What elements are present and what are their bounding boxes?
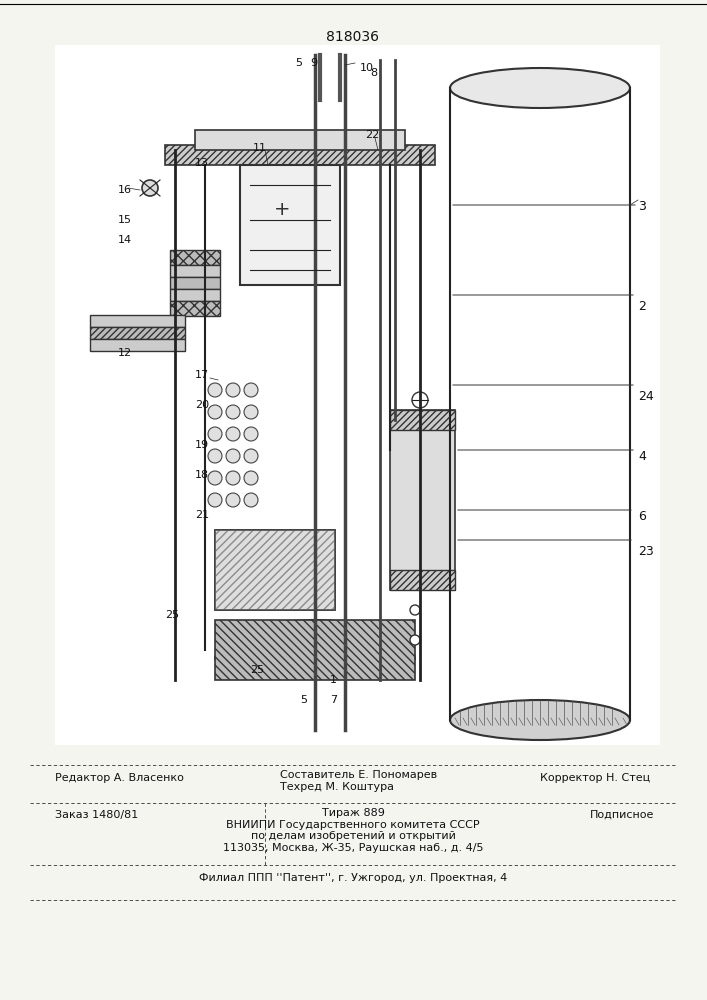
Text: 24: 24 (638, 390, 654, 403)
Text: 3: 3 (638, 200, 646, 213)
Bar (195, 130, 405, 150)
Text: 13: 13 (195, 158, 209, 168)
Circle shape (226, 449, 240, 463)
Text: Корректор Н. Стец: Корректор Н. Стец (540, 773, 650, 783)
Text: 20: 20 (195, 400, 209, 410)
Circle shape (142, 180, 158, 196)
Circle shape (410, 545, 420, 555)
Circle shape (208, 405, 222, 419)
Text: 1: 1 (330, 675, 337, 685)
Bar (390, 570, 455, 590)
Circle shape (208, 493, 222, 507)
Circle shape (208, 427, 222, 441)
Bar (390, 410, 455, 430)
Circle shape (226, 471, 240, 485)
Text: 2: 2 (638, 300, 646, 313)
Circle shape (226, 427, 240, 441)
Text: 21: 21 (195, 510, 209, 520)
Text: 15: 15 (118, 215, 132, 225)
Circle shape (244, 427, 258, 441)
Circle shape (410, 635, 420, 645)
Text: 6: 6 (638, 510, 646, 523)
Ellipse shape (450, 68, 630, 108)
Text: 9: 9 (310, 58, 317, 68)
Text: Редактор А. Власенко: Редактор А. Власенко (55, 773, 184, 783)
Circle shape (244, 471, 258, 485)
Text: 8: 8 (370, 68, 377, 78)
Circle shape (410, 605, 420, 615)
Bar (170, 277, 220, 289)
Circle shape (410, 425, 420, 435)
Text: 12: 12 (118, 348, 132, 358)
Bar (90, 339, 185, 351)
Bar (215, 530, 335, 610)
Circle shape (226, 493, 240, 507)
Circle shape (410, 455, 420, 465)
Bar (170, 301, 220, 316)
Circle shape (244, 405, 258, 419)
Circle shape (244, 383, 258, 397)
Bar (90, 315, 185, 327)
Text: Составитель Е. Пономарев
Техред М. Коштура: Составитель Е. Пономарев Техред М. Кошту… (280, 770, 437, 792)
Bar (55, 45, 660, 745)
Circle shape (208, 449, 222, 463)
Text: +: + (274, 200, 291, 219)
Circle shape (244, 493, 258, 507)
Circle shape (412, 392, 428, 408)
Text: 22: 22 (365, 130, 379, 140)
Bar (215, 530, 335, 610)
Circle shape (244, 449, 258, 463)
Bar (170, 250, 220, 265)
Circle shape (410, 515, 420, 525)
Text: 25: 25 (250, 665, 264, 675)
Bar (90, 327, 185, 339)
Text: Филиал ППП ''Патент'', г. Ужгород, ул. Проектная, 4: Филиал ППП ''Патент'', г. Ужгород, ул. П… (199, 873, 507, 883)
Text: 17: 17 (195, 370, 209, 380)
Text: 5: 5 (300, 695, 307, 705)
Circle shape (208, 383, 222, 397)
Text: 23: 23 (638, 545, 654, 558)
Text: 19: 19 (195, 440, 209, 450)
Text: 4: 4 (638, 450, 646, 463)
Bar (170, 265, 220, 277)
Text: Тираж 889
ВНИИПИ Государственного комитета СССР
по делам изобретений и открытий
: Тираж 889 ВНИИПИ Государственного комите… (223, 808, 484, 853)
Bar (170, 289, 220, 301)
Bar (390, 410, 455, 590)
Ellipse shape (450, 700, 630, 740)
Circle shape (208, 471, 222, 485)
Circle shape (410, 485, 420, 495)
Text: Подписное: Подписное (590, 810, 655, 820)
Text: 11: 11 (253, 143, 267, 153)
Text: 5: 5 (295, 58, 302, 68)
Text: 10: 10 (360, 63, 374, 73)
Circle shape (410, 575, 420, 585)
Bar (215, 620, 415, 680)
Text: 818036: 818036 (327, 30, 380, 44)
Bar (165, 145, 435, 165)
Bar (240, 165, 340, 285)
Text: Заказ 1480/81: Заказ 1480/81 (55, 810, 139, 820)
Text: 25: 25 (165, 610, 179, 620)
Circle shape (226, 383, 240, 397)
Text: 7: 7 (330, 695, 337, 705)
Text: 14: 14 (118, 235, 132, 245)
Circle shape (226, 405, 240, 419)
Text: 16: 16 (118, 185, 132, 195)
Text: 18: 18 (195, 470, 209, 480)
